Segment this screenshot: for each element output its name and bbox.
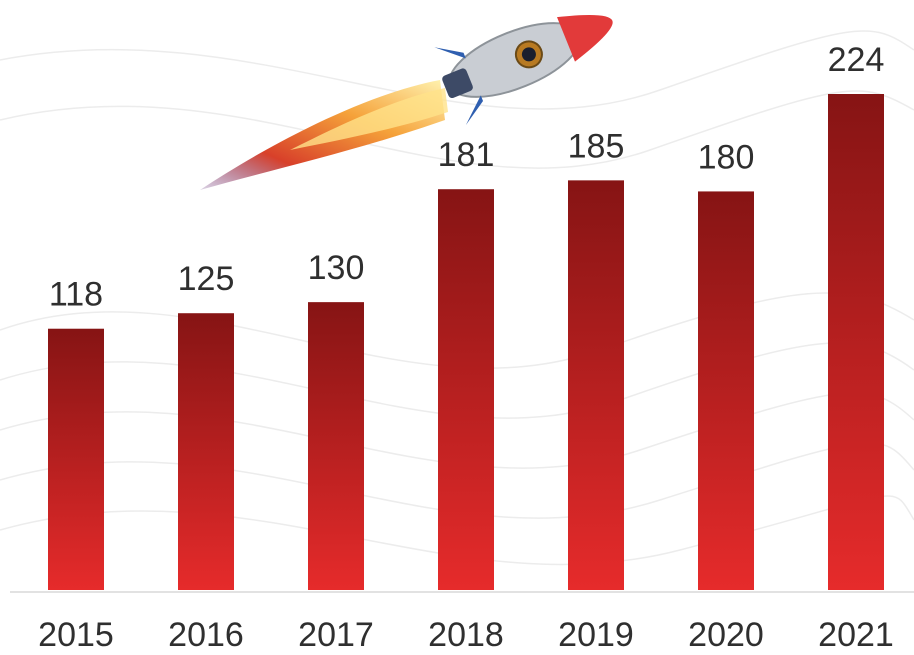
x-tick-label: 2019	[558, 616, 634, 654]
value-label: 118	[49, 276, 103, 314]
value-label: 181	[438, 136, 495, 174]
x-tick-label: 2021	[818, 616, 894, 654]
value-label: 125	[178, 260, 235, 298]
rocket	[200, 0, 628, 190]
chart: 118 2015 125 2016 130 2017 181 2018 185 2019 180 20…	[0, 0, 914, 655]
bar	[308, 302, 364, 590]
value-label: 130	[308, 249, 365, 287]
bar	[828, 94, 884, 590]
value-label: 180	[698, 138, 755, 176]
bar	[568, 180, 624, 590]
x-tick-label: 2018	[428, 616, 504, 654]
page: {"chart_data": {"type": "bar", "categori…	[0, 0, 914, 655]
bar	[48, 329, 104, 590]
bar	[438, 189, 494, 590]
value-label: 224	[828, 41, 885, 79]
x-tick-label: 2015	[38, 616, 114, 654]
bar	[178, 313, 234, 590]
x-tick-label: 2017	[298, 616, 374, 654]
x-tick-label: 2016	[168, 616, 244, 654]
x-tick-label: 2020	[688, 616, 764, 654]
value-label: 185	[568, 127, 625, 165]
bar	[698, 191, 754, 590]
